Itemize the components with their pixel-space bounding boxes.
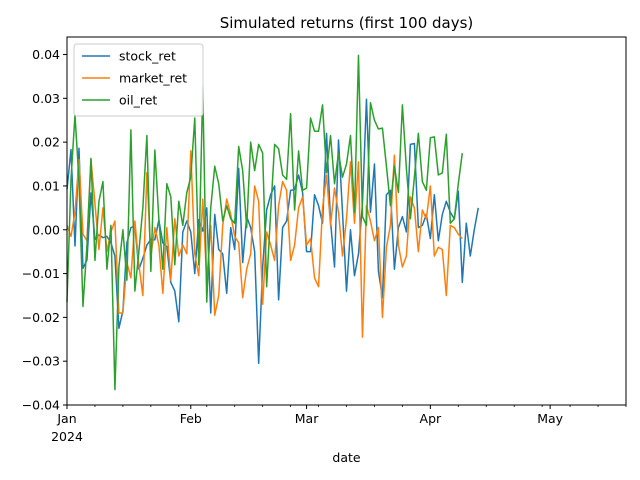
y-tick-label: 0.04: [32, 47, 60, 62]
x-tick-label: Apr: [420, 411, 442, 426]
x-tick-year-label: 2024: [51, 429, 83, 444]
y-axis: −0.04 −0.03 −0.02 −0.01 0.00 0.01 0.02 0.03 0.04: [22, 47, 67, 413]
series-line-market_ret: [66, 150, 463, 338]
series-line-oil_ret: [66, 54, 464, 391]
x-axis-label: date: [332, 450, 360, 465]
y-tick-label: −0.03: [22, 354, 60, 369]
y-tick-label: 0.00: [32, 222, 60, 237]
y-tick-label: −0.04: [22, 398, 60, 413]
x-axis: Jan 2024 Feb Mar Apr May: [51, 405, 627, 444]
y-tick-label: 0.01: [32, 178, 60, 193]
legend-label-oil_ret: oil_ret: [119, 93, 157, 108]
x-tick-label: May: [537, 411, 563, 426]
y-tick-label: −0.02: [22, 310, 60, 325]
y-tick-label: −0.01: [22, 266, 60, 281]
y-tick-label: 0.03: [32, 91, 60, 106]
legend-label-stock_ret: stock_ret: [119, 49, 176, 64]
x-tick-label: Feb: [180, 411, 202, 426]
series-layer: [66, 54, 479, 391]
x-tick-label: Jan: [56, 411, 76, 426]
legend-label-market_ret: market_ret: [119, 71, 187, 86]
legend-box: [73, 43, 204, 117]
legend: stock_ret market_ret oil_ret: [73, 43, 204, 117]
x-tick-label: Mar: [295, 411, 319, 426]
y-tick-label: 0.02: [32, 135, 60, 150]
chart-title: Simulated returns (first 100 days): [220, 14, 474, 32]
